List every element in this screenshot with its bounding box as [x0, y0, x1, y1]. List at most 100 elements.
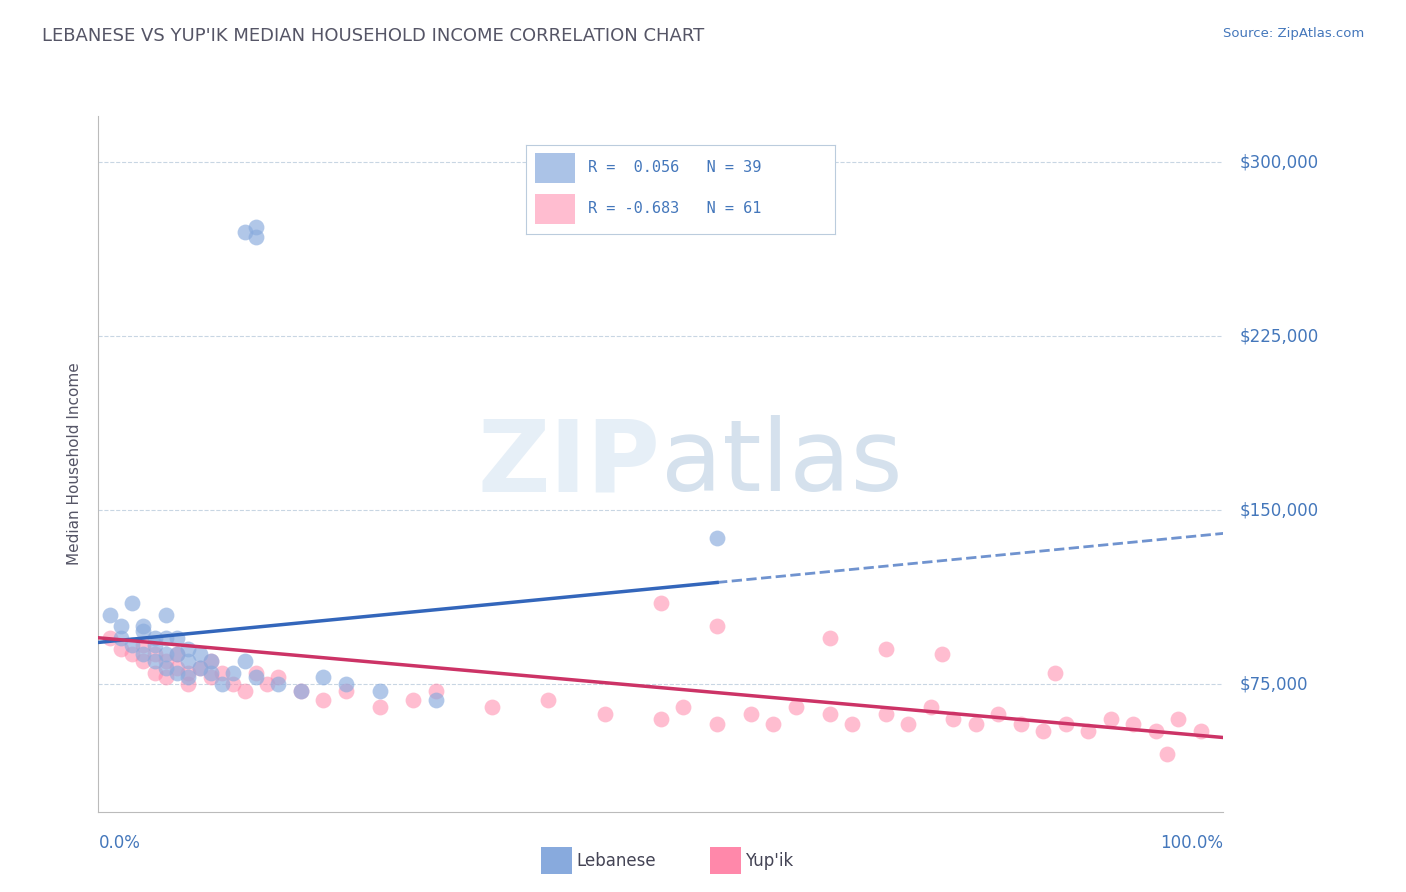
Point [650, 596, 672, 610]
Point [155, 661, 177, 675]
Point [312, 693, 335, 707]
Point [143, 638, 166, 652]
Text: Yup'ik: Yup'ik [745, 852, 793, 870]
Point [245, 665, 267, 680]
Point [110, 642, 132, 657]
Point [98, 607, 121, 622]
Point [987, 707, 1010, 722]
Point [245, 220, 267, 235]
Point [1144, 723, 1167, 738]
Point [706, 531, 728, 545]
Text: Lebanese: Lebanese [576, 852, 657, 870]
Point [166, 631, 188, 645]
Point [875, 707, 897, 722]
Point [155, 607, 177, 622]
Point [706, 619, 728, 633]
Point [1043, 665, 1066, 680]
Point [368, 700, 391, 714]
Point [897, 716, 920, 731]
Point [481, 700, 503, 714]
Point [132, 654, 155, 668]
Point [155, 647, 177, 661]
Point [166, 661, 188, 675]
Point [245, 229, 267, 244]
Point [1077, 723, 1099, 738]
Point [1167, 712, 1189, 726]
Point [402, 693, 425, 707]
Point [121, 638, 143, 652]
Point [143, 654, 166, 668]
Point [155, 670, 177, 684]
Point [593, 707, 616, 722]
Point [942, 712, 965, 726]
Bar [536, 153, 575, 183]
Point [110, 631, 132, 645]
Point [98, 631, 121, 645]
Point [1054, 716, 1077, 731]
Point [121, 647, 143, 661]
Point [650, 712, 672, 726]
Point [290, 684, 312, 698]
Point [166, 665, 188, 680]
Text: 100.0%: 100.0% [1160, 834, 1223, 852]
Point [965, 716, 987, 731]
Point [177, 665, 200, 680]
Text: Source: ZipAtlas.com: Source: ZipAtlas.com [1223, 27, 1364, 40]
Text: ZIP: ZIP [478, 416, 661, 512]
Point [1189, 723, 1212, 738]
Point [155, 631, 177, 645]
Point [818, 631, 841, 645]
Point [245, 670, 267, 684]
Point [200, 654, 222, 668]
Text: 0.0%: 0.0% [98, 834, 141, 852]
Point [233, 225, 256, 239]
Point [1032, 723, 1054, 738]
Point [920, 700, 942, 714]
Point [211, 665, 233, 680]
Point [875, 642, 897, 657]
Point [931, 647, 953, 661]
Point [537, 693, 560, 707]
Point [143, 631, 166, 645]
Point [335, 677, 357, 691]
Text: R =  0.056   N = 39: R = 0.056 N = 39 [588, 161, 761, 176]
Point [200, 654, 222, 668]
Point [143, 665, 166, 680]
Text: atlas: atlas [661, 416, 903, 512]
Point [267, 677, 290, 691]
Point [200, 670, 222, 684]
Point [222, 677, 245, 691]
Point [1010, 716, 1032, 731]
Point [143, 647, 166, 661]
Point [1156, 747, 1178, 761]
Point [1122, 716, 1144, 731]
Point [177, 654, 200, 668]
Point [233, 684, 256, 698]
Bar [536, 194, 575, 224]
Point [211, 677, 233, 691]
Point [672, 700, 695, 714]
Point [335, 684, 357, 698]
Point [177, 642, 200, 657]
Text: $225,000: $225,000 [1240, 327, 1319, 345]
Point [312, 670, 335, 684]
Text: $300,000: $300,000 [1240, 153, 1319, 171]
Point [222, 665, 245, 680]
Text: R = -0.683   N = 61: R = -0.683 N = 61 [588, 202, 761, 217]
Point [425, 693, 447, 707]
Point [762, 716, 785, 731]
Point [132, 619, 155, 633]
Point [706, 716, 728, 731]
Point [132, 624, 155, 638]
Point [188, 647, 211, 661]
Point [177, 670, 200, 684]
Point [188, 661, 211, 675]
Point [200, 665, 222, 680]
Point [425, 684, 447, 698]
Point [166, 647, 188, 661]
Text: $75,000: $75,000 [1240, 675, 1309, 693]
Point [290, 684, 312, 698]
Point [188, 661, 211, 675]
Point [166, 647, 188, 661]
Point [1099, 712, 1122, 726]
